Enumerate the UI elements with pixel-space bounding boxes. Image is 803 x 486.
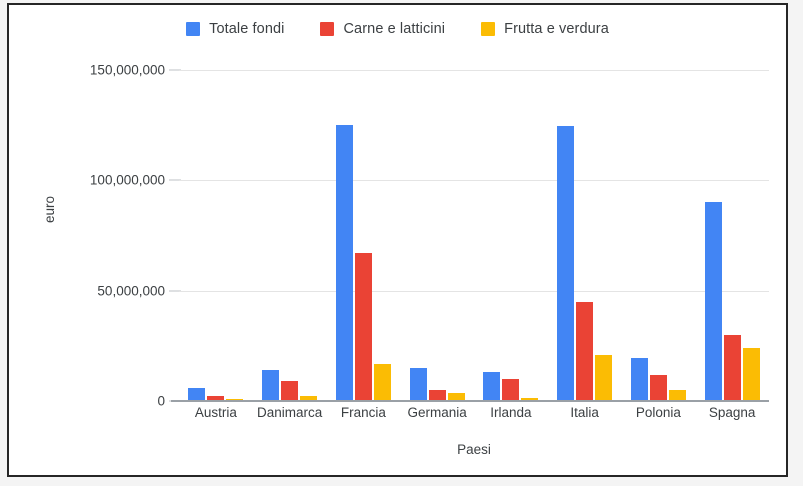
bar[interactable] (502, 378, 520, 401)
x-axis-line (171, 400, 769, 402)
bar-group (253, 70, 327, 401)
bar-group (474, 70, 548, 401)
bar[interactable] (262, 370, 280, 401)
gridline (179, 290, 769, 292)
bar[interactable] (723, 334, 741, 401)
y-axis-tick-mark (169, 69, 181, 71)
y-axis-tick-label: 150,000,000 (89, 62, 165, 78)
legend-label: Carne e latticini (343, 21, 446, 37)
bar[interactable] (354, 253, 372, 401)
x-axis-tick-label: Italia (570, 405, 599, 420)
bar[interactable] (521, 398, 539, 401)
bar[interactable] (630, 357, 648, 401)
legend-entry[interactable]: Frutta e verdura (481, 21, 609, 37)
bar[interactable] (576, 301, 594, 401)
legend-swatch-icon (481, 22, 496, 36)
bar[interactable] (649, 374, 667, 401)
bar[interactable] (207, 395, 225, 401)
x-axis-tick-label: Germania (407, 405, 467, 420)
plot-area (171, 70, 769, 402)
bar-group (695, 70, 769, 401)
x-axis-tick-label: Irlanda (490, 405, 532, 420)
legend-entry[interactable]: Carne e latticini (320, 21, 445, 37)
legend-label: Totale fondi (209, 21, 285, 37)
bar-group (179, 70, 253, 401)
legend-label: Frutta e verdura (504, 21, 609, 37)
bar[interactable] (704, 202, 722, 401)
bar[interactable] (300, 395, 318, 401)
x-axis-tick-label: Spagna (708, 405, 756, 420)
legend-swatch-icon (320, 22, 335, 36)
bar[interactable] (483, 372, 501, 401)
y-axis-tick-mark (169, 290, 181, 292)
y-axis-tick-mark (169, 179, 181, 181)
bar[interactable] (668, 389, 686, 401)
bar-group (622, 70, 696, 401)
legend-entry[interactable]: Totale fondi (186, 21, 284, 37)
gridline (179, 70, 769, 71)
bar[interactable] (428, 389, 446, 401)
y-axis-tick-label: 50,000,000 (97, 283, 165, 299)
x-axis-title: Paesi (457, 442, 491, 457)
bar-group (548, 70, 622, 401)
bar[interactable] (188, 387, 206, 401)
chart-surface: Totale fondi Carne e latticini Frutta e ve… (9, 5, 786, 475)
x-axis-tick-label: Polonia (635, 405, 681, 420)
bar[interactable] (557, 126, 575, 401)
bar-groups (179, 70, 769, 401)
legend-swatch-icon (186, 22, 201, 36)
gridline (179, 180, 769, 182)
bar[interactable] (409, 367, 427, 401)
bar[interactable] (447, 393, 465, 401)
bar-group (327, 70, 401, 401)
x-axis-tick-label: Danimarca (256, 405, 323, 420)
bar[interactable] (335, 125, 353, 401)
y-axis-ticks: 0 50,000,000 100,000,000 150,000,000 (45, 63, 181, 409)
x-axis-ticks: Austria Danimarca Francia Germania Irlanda It… (179, 405, 769, 420)
chart-frame: Totale fondi Carne e latticini Frutta e ve… (7, 3, 788, 477)
bar[interactable] (742, 348, 760, 401)
bar-group (400, 70, 474, 401)
bar[interactable] (281, 381, 299, 401)
bar[interactable] (226, 398, 244, 401)
y-axis-tick-label: 0 (157, 393, 165, 409)
x-axis-tick-label: Austria (194, 405, 237, 420)
y-axis-tick-label: 100,000,000 (89, 172, 165, 188)
x-axis-tick-label: Francia (340, 405, 386, 420)
bar[interactable] (373, 363, 391, 401)
bar[interactable] (595, 354, 613, 401)
chart-legend: Totale fondi Carne e latticini Frutta e ve… (9, 21, 786, 37)
